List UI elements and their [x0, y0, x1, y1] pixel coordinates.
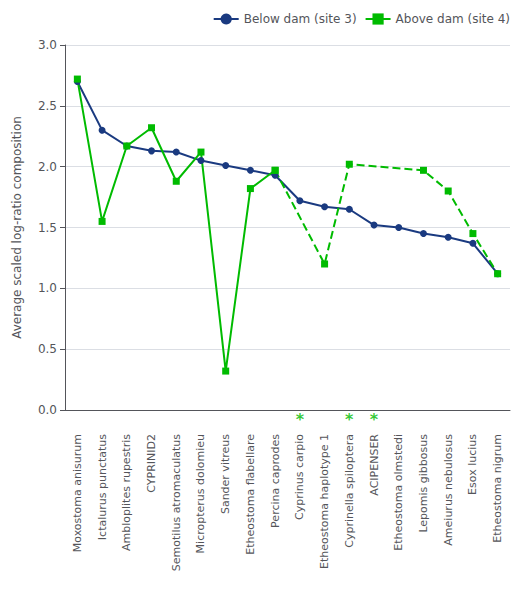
svg-text:ACIPENSER: ACIPENSER: [368, 434, 381, 496]
svg-text:Moxostoma anisurum: Moxostoma anisurum: [71, 434, 84, 552]
svg-text:Cyprinella spiloptera: Cyprinella spiloptera: [343, 434, 356, 548]
svg-text:0.5: 0.5: [38, 342, 57, 356]
svg-text:Esox lucius: Esox lucius: [466, 434, 479, 495]
svg-text:1.0: 1.0: [38, 281, 57, 295]
svg-text:*: *: [345, 410, 354, 429]
svg-text:*: *: [370, 410, 379, 429]
svg-text:Semotilus atromaculatus: Semotilus atromaculatus: [170, 434, 183, 571]
svg-text:Etheostoma haplotype 1: Etheostoma haplotype 1: [318, 434, 331, 569]
svg-text:Average scaled log-ratio compo: Average scaled log-ratio composition: [10, 116, 24, 339]
svg-text:CYPRINID2: CYPRINID2: [145, 434, 158, 493]
svg-text:Micropterus dolomieu: Micropterus dolomieu: [194, 434, 207, 553]
svg-text:Ambloplites rupestris: Ambloplites rupestris: [120, 434, 133, 551]
svg-text:1.5: 1.5: [38, 221, 57, 235]
svg-text:Lepomis gibbosus: Lepomis gibbosus: [417, 434, 430, 533]
svg-text:Cyprinus carpio: Cyprinus carpio: [293, 434, 306, 520]
svg-text:2.5: 2.5: [38, 99, 57, 113]
svg-text:Etheostoma flabellare: Etheostoma flabellare: [244, 434, 257, 555]
svg-text:3.0: 3.0: [38, 38, 57, 52]
svg-text:Ictalurus punctatus: Ictalurus punctatus: [96, 434, 109, 540]
svg-text:Percina caprodes: Percina caprodes: [269, 434, 282, 528]
svg-text:Below dam (site 3): Below dam (site 3): [244, 12, 357, 26]
svg-text:0.0: 0.0: [38, 403, 57, 417]
svg-text:Etheostoma nigrum: Etheostoma nigrum: [491, 434, 504, 543]
svg-text:2.0: 2.0: [38, 160, 57, 174]
svg-text:*: *: [296, 410, 305, 429]
svg-text:Etheostoma olmstedi: Etheostoma olmstedi: [392, 434, 405, 551]
svg-text:Ameiurus nebulosus: Ameiurus nebulosus: [442, 434, 455, 546]
svg-text:Above dam (site 4): Above dam (site 4): [396, 12, 510, 26]
svg-text:Sander vitreus: Sander vitreus: [219, 434, 232, 514]
